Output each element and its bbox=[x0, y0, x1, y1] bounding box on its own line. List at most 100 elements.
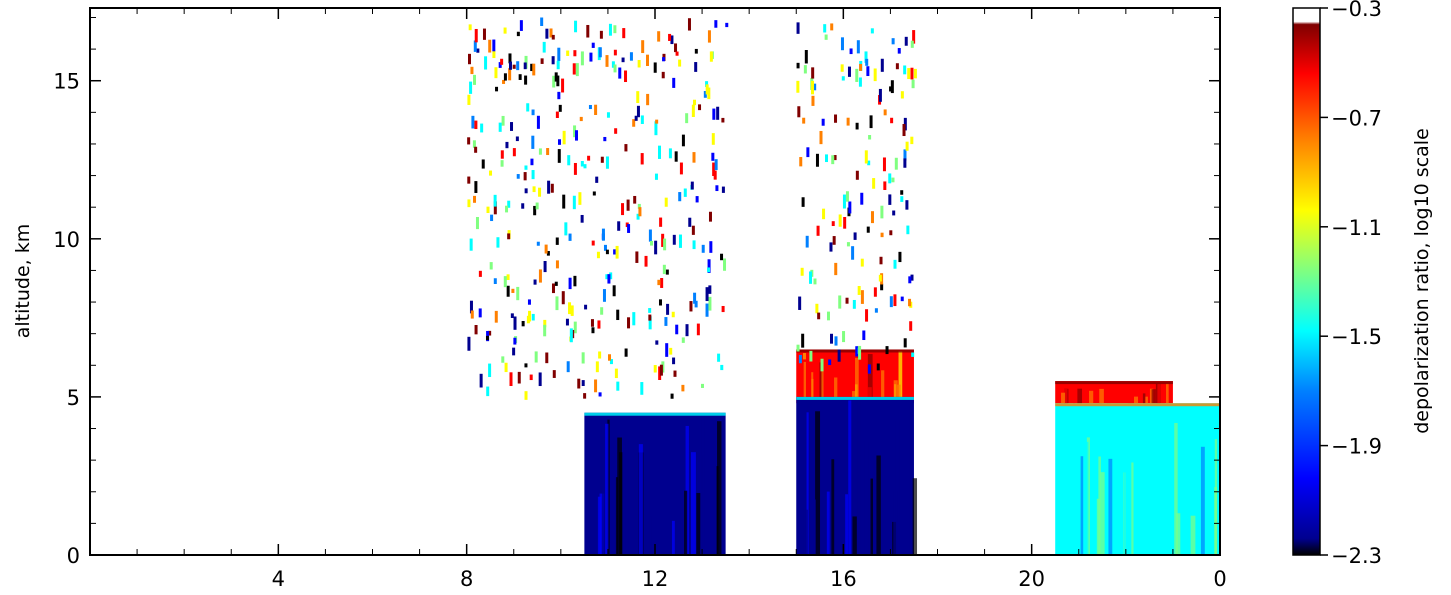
noise-speck bbox=[911, 352, 915, 357]
x-tick-label: 0 bbox=[1213, 567, 1226, 591]
noise-speck bbox=[862, 330, 866, 341]
noise-speck bbox=[572, 195, 576, 210]
noise-speck bbox=[545, 352, 549, 364]
noise-speck bbox=[797, 106, 801, 118]
noise-speck bbox=[544, 244, 548, 254]
noise-speck bbox=[873, 68, 877, 82]
noise-speck bbox=[551, 34, 555, 40]
noise-speck bbox=[640, 153, 644, 165]
layer-texture bbox=[1130, 393, 1134, 404]
noise-speck bbox=[586, 24, 590, 38]
noise-speck bbox=[503, 73, 507, 81]
noise-speck bbox=[616, 309, 620, 321]
noise-speck bbox=[903, 65, 907, 75]
noise-speck bbox=[876, 363, 880, 371]
noise-speck bbox=[823, 24, 827, 33]
noise-speck bbox=[591, 327, 595, 334]
noise-speck bbox=[885, 346, 889, 355]
noise-speck bbox=[796, 22, 800, 34]
layer-texture bbox=[1198, 475, 1202, 555]
layer-texture bbox=[1127, 394, 1131, 404]
noise-speck bbox=[473, 74, 477, 85]
noise-speck bbox=[705, 287, 709, 302]
noise-speck bbox=[811, 80, 815, 95]
noise-speck bbox=[659, 217, 663, 227]
layer-texture bbox=[1135, 419, 1140, 555]
noise-speck bbox=[906, 225, 910, 235]
noise-speck bbox=[653, 62, 657, 73]
layer-texture bbox=[645, 443, 650, 555]
noise-speck bbox=[629, 52, 633, 61]
noise-speck bbox=[900, 190, 904, 195]
noise-speck bbox=[581, 352, 585, 364]
noise-speck bbox=[668, 148, 672, 159]
y-axis: 0 5 10 15 bbox=[53, 16, 1220, 568]
noise-speck bbox=[547, 180, 551, 194]
noise-speck bbox=[506, 274, 510, 281]
noise-speck bbox=[467, 336, 471, 351]
noise-speck bbox=[469, 300, 473, 314]
noise-speck bbox=[550, 183, 554, 193]
noise-speck bbox=[800, 267, 804, 276]
noise-speck bbox=[668, 33, 672, 41]
noise-speck bbox=[858, 77, 862, 87]
noise-speck bbox=[893, 294, 897, 307]
noise-speck bbox=[849, 48, 853, 55]
noise-speck bbox=[474, 325, 478, 335]
noise-speck bbox=[503, 276, 507, 288]
layer-texture bbox=[814, 351, 818, 404]
noise-speck bbox=[609, 272, 613, 280]
noise-speck bbox=[624, 144, 628, 152]
x-axis: 4 8 12 16 20 0 bbox=[136, 8, 1227, 591]
layer-texture bbox=[1084, 441, 1089, 555]
layer-top-edge bbox=[796, 396, 914, 400]
noise-speck bbox=[878, 88, 882, 102]
noise-speck bbox=[562, 194, 566, 209]
noise-speck bbox=[912, 30, 916, 44]
noise-speck bbox=[573, 125, 577, 138]
colorbar-tick-label: −0.3 bbox=[1331, 0, 1382, 21]
noise-speck bbox=[580, 214, 584, 223]
noise-speck bbox=[472, 140, 476, 148]
noise-speck bbox=[723, 258, 727, 271]
noise-speck bbox=[695, 196, 699, 203]
noise-speck bbox=[708, 211, 712, 222]
noise-speck bbox=[533, 279, 537, 285]
noise-speck bbox=[904, 36, 908, 46]
noise-speck bbox=[707, 267, 711, 273]
noise-speck bbox=[905, 200, 909, 210]
layer-texture bbox=[702, 455, 705, 555]
noise-speck bbox=[817, 312, 821, 320]
feature-elevated_layer bbox=[796, 349, 914, 404]
layer-texture bbox=[819, 362, 823, 404]
layer-texture bbox=[1151, 389, 1156, 404]
noise-speck bbox=[616, 381, 620, 391]
noise-speck bbox=[725, 22, 729, 28]
noise-speck bbox=[526, 315, 530, 324]
noise-speck bbox=[860, 290, 864, 304]
noise-speck bbox=[501, 115, 505, 126]
noise-speck bbox=[512, 64, 516, 69]
noise-speck bbox=[825, 154, 829, 163]
x-tick-label: 12 bbox=[642, 567, 669, 591]
noise-speck bbox=[879, 256, 883, 265]
noise-speck bbox=[833, 155, 837, 161]
layer-texture bbox=[893, 380, 898, 404]
noise-speck bbox=[866, 66, 870, 77]
feature-elevated_layer bbox=[1055, 381, 1173, 404]
layer-texture bbox=[1190, 515, 1196, 555]
noise-speck bbox=[843, 217, 847, 229]
noise-speck bbox=[492, 39, 496, 52]
noise-speck bbox=[635, 251, 639, 263]
noise-speck bbox=[721, 117, 725, 123]
noise-speck bbox=[829, 242, 833, 252]
noise-speck bbox=[678, 234, 682, 248]
colorbar-tick-label: −1.1 bbox=[1331, 216, 1382, 240]
noise-speck bbox=[659, 364, 663, 376]
noise-speck bbox=[661, 233, 665, 247]
noise-speck bbox=[498, 62, 502, 68]
noise-speck bbox=[838, 295, 842, 309]
noise-speck bbox=[636, 91, 640, 104]
noise-speck bbox=[648, 308, 652, 313]
noise-speck bbox=[532, 186, 536, 193]
